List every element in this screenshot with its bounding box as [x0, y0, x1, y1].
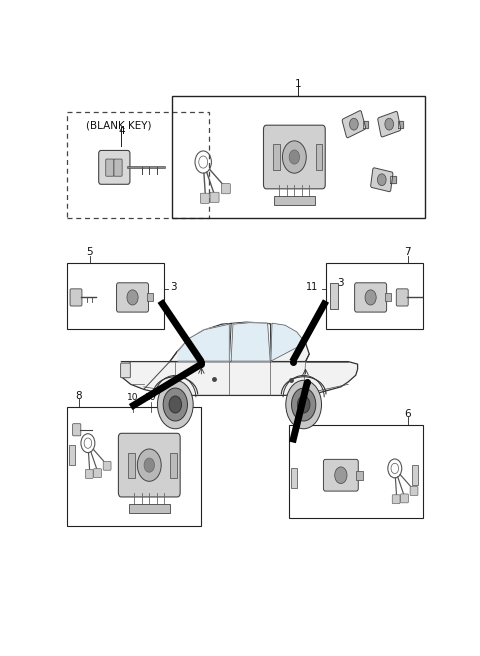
Text: 10: 10	[145, 394, 157, 402]
Bar	[67, 407, 202, 525]
Polygon shape	[178, 324, 229, 361]
Polygon shape	[231, 323, 270, 361]
Text: 11: 11	[306, 282, 318, 292]
Text: (BLANK KEY): (BLANK KEY)	[86, 121, 152, 131]
Bar	[411, 465, 418, 485]
Circle shape	[163, 388, 188, 421]
FancyBboxPatch shape	[378, 112, 401, 137]
Text: 3: 3	[170, 282, 177, 292]
FancyBboxPatch shape	[392, 495, 400, 504]
FancyBboxPatch shape	[106, 159, 114, 176]
FancyBboxPatch shape	[103, 461, 111, 470]
Bar	[128, 453, 135, 478]
Circle shape	[298, 396, 310, 413]
Circle shape	[365, 290, 376, 305]
Circle shape	[291, 388, 316, 421]
Bar	[274, 196, 315, 205]
Bar	[67, 112, 209, 218]
FancyBboxPatch shape	[94, 468, 101, 478]
Bar	[170, 453, 177, 478]
FancyBboxPatch shape	[400, 494, 408, 503]
Circle shape	[137, 449, 161, 482]
Text: 1: 1	[295, 79, 301, 89]
Circle shape	[144, 458, 155, 472]
Circle shape	[289, 150, 300, 164]
Bar	[289, 424, 423, 518]
Bar	[273, 144, 280, 170]
Circle shape	[385, 118, 394, 130]
Polygon shape	[271, 323, 305, 361]
Circle shape	[157, 380, 193, 429]
FancyBboxPatch shape	[114, 159, 122, 176]
Polygon shape	[398, 121, 403, 128]
Bar	[357, 471, 363, 480]
FancyBboxPatch shape	[120, 363, 130, 378]
Text: 3: 3	[337, 277, 344, 288]
Text: 6: 6	[405, 409, 411, 419]
FancyBboxPatch shape	[371, 168, 393, 192]
Text: 10: 10	[127, 394, 138, 402]
Circle shape	[169, 396, 181, 413]
Text: 4: 4	[118, 126, 125, 136]
FancyBboxPatch shape	[221, 184, 230, 194]
FancyBboxPatch shape	[210, 192, 219, 202]
FancyBboxPatch shape	[396, 289, 408, 306]
Bar	[385, 293, 391, 302]
Bar	[69, 445, 75, 465]
Bar	[172, 96, 424, 218]
FancyBboxPatch shape	[200, 194, 209, 203]
FancyBboxPatch shape	[70, 289, 82, 306]
Bar	[290, 468, 297, 488]
Text: 2: 2	[300, 409, 307, 419]
Text: 8: 8	[75, 391, 82, 401]
Polygon shape	[362, 121, 368, 128]
FancyBboxPatch shape	[342, 111, 366, 138]
Text: 9: 9	[167, 393, 173, 403]
Text: 7: 7	[405, 247, 411, 257]
Polygon shape	[121, 361, 358, 396]
FancyBboxPatch shape	[264, 125, 325, 189]
FancyBboxPatch shape	[119, 434, 180, 497]
Circle shape	[282, 141, 306, 173]
Circle shape	[377, 174, 386, 186]
FancyBboxPatch shape	[410, 487, 418, 495]
Circle shape	[335, 467, 347, 483]
Text: 5: 5	[86, 247, 93, 257]
Bar	[326, 263, 423, 329]
Bar	[330, 283, 338, 308]
Polygon shape	[391, 176, 396, 184]
Bar	[67, 263, 164, 329]
Circle shape	[349, 118, 358, 130]
Circle shape	[127, 290, 138, 305]
FancyBboxPatch shape	[72, 424, 81, 436]
FancyBboxPatch shape	[117, 283, 148, 312]
Bar	[315, 144, 322, 170]
Bar	[129, 504, 170, 513]
Polygon shape	[170, 322, 309, 361]
FancyBboxPatch shape	[324, 459, 358, 491]
Circle shape	[286, 380, 322, 429]
FancyBboxPatch shape	[355, 283, 386, 312]
FancyBboxPatch shape	[99, 150, 130, 184]
FancyBboxPatch shape	[85, 470, 93, 478]
Bar	[147, 293, 153, 302]
